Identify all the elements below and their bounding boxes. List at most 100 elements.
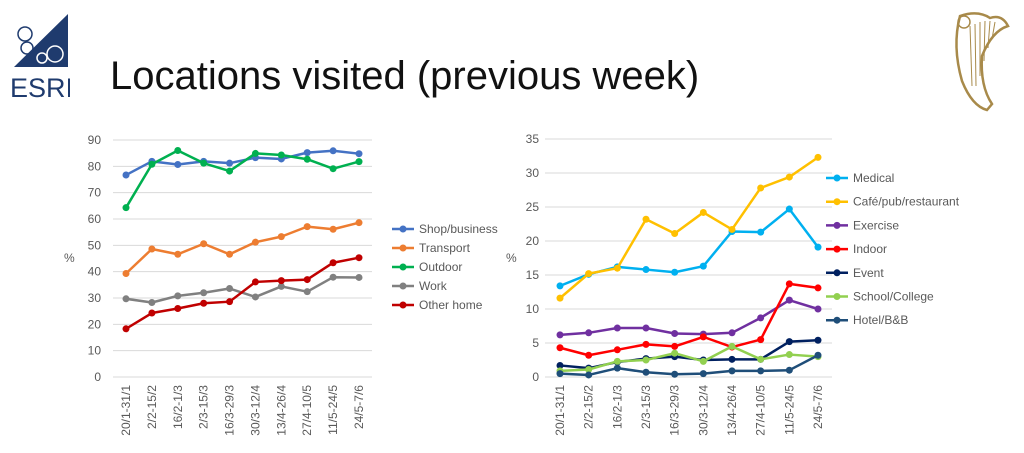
x-tick-label: 11/5-24/5 [782,385,796,435]
legend-label: School/College [853,290,934,304]
legend-label: Outdoor [419,260,462,274]
data-point [329,147,337,155]
legend-label: Café/pub/restaurant [853,195,960,209]
data-point [728,355,736,363]
data-point [556,282,564,290]
data-point [200,159,208,167]
legend-marker [833,269,841,277]
series-line-hotel-b-b [559,354,819,377]
series-line-indoor [559,282,819,357]
x-tick-label: 16/2-1/3 [610,385,624,429]
legend-marker [833,316,841,324]
x-tick-label: 2/2-15/2 [582,385,596,429]
legend-label: Shop/business [419,222,498,236]
data-point [329,259,337,267]
y-tick-label: 10 [88,344,102,358]
x-tick-label: 27/4-10/5 [300,385,314,436]
data-point [226,298,234,306]
data-point [671,349,679,357]
data-point [757,355,765,363]
series-line-medical [559,207,819,288]
data-point [355,158,363,166]
chart-1: 0 10 20 30 40 50 60 70 80 90% 20/1-31/1 2/2-15/2 16/… [64,133,498,436]
data-point [814,153,822,161]
data-point [277,151,285,159]
legend-label: Medical [853,171,894,185]
x-tick-label: 16/3-29/3 [668,385,682,436]
harp-emblem-icon [942,6,1016,121]
data-point [303,223,311,231]
data-point [174,292,182,300]
data-point [556,344,564,352]
data-point [585,270,593,278]
data-point [585,371,593,379]
legend-marker [399,282,407,290]
x-tick-label: 2/3-15/3 [197,385,211,429]
data-point [814,243,822,251]
data-point [757,367,765,375]
y-axis-label: % [506,251,517,265]
data-point [671,230,679,238]
data-point [613,346,621,354]
data-point [642,324,650,332]
legend-marker [833,221,841,229]
data-point [148,160,156,168]
data-point [642,266,650,274]
data-point [785,338,793,346]
data-point [251,278,259,286]
data-point [329,273,337,281]
data-point [174,147,182,155]
legend-label: Exercise [853,218,899,232]
esri-logo-text: ESRI [10,73,70,102]
x-tick-label: 11/5-24/5 [326,385,340,435]
data-point [303,155,311,163]
data-point [226,285,234,293]
legend-label: Work [419,279,448,293]
data-point [122,270,130,278]
data-point [556,294,564,302]
data-point [613,264,621,272]
data-point [556,331,564,339]
x-tick-label: 24/5-7/6 [352,385,366,429]
data-point [355,273,363,281]
esri-logo: ESRI [8,12,73,107]
legend-marker [399,301,407,309]
data-point [329,225,337,233]
y-tick-label: 20 [88,317,102,331]
data-point [613,324,621,332]
y-tick-label: 5 [532,336,539,350]
data-point [699,333,707,341]
data-point [148,298,156,306]
data-point [728,342,736,350]
data-point [355,219,363,227]
x-tick-label: 13/4-26/4 [725,385,739,436]
data-point [814,284,822,292]
data-point [785,296,793,304]
data-point [226,250,234,258]
legend-marker [399,263,407,271]
data-point [785,280,793,288]
data-point [585,351,593,359]
legend-label: Hotel/B&B [853,313,908,327]
x-tick-label: 24/5-7/6 [811,385,825,429]
data-point [251,238,259,246]
data-point [277,282,285,290]
data-point [174,250,182,258]
x-tick-label: 30/3-12/4 [248,385,262,436]
data-point [277,233,285,241]
data-point [251,149,259,157]
data-point [277,277,285,285]
y-axis-label: % [64,251,75,265]
x-tick-label: 20/1-31/1 [119,385,133,436]
x-tick-label: 13/4-26/4 [274,385,288,436]
y-tick-label: 30 [526,166,540,180]
y-tick-label: 40 [88,265,102,279]
y-tick-label: 35 [526,132,540,146]
data-point [303,288,311,296]
data-point [814,351,822,359]
x-tick-label: 2/2-15/2 [145,385,159,429]
data-point [642,356,650,364]
data-point [200,289,208,297]
y-tick-label: 25 [526,200,540,214]
data-point [785,205,793,213]
